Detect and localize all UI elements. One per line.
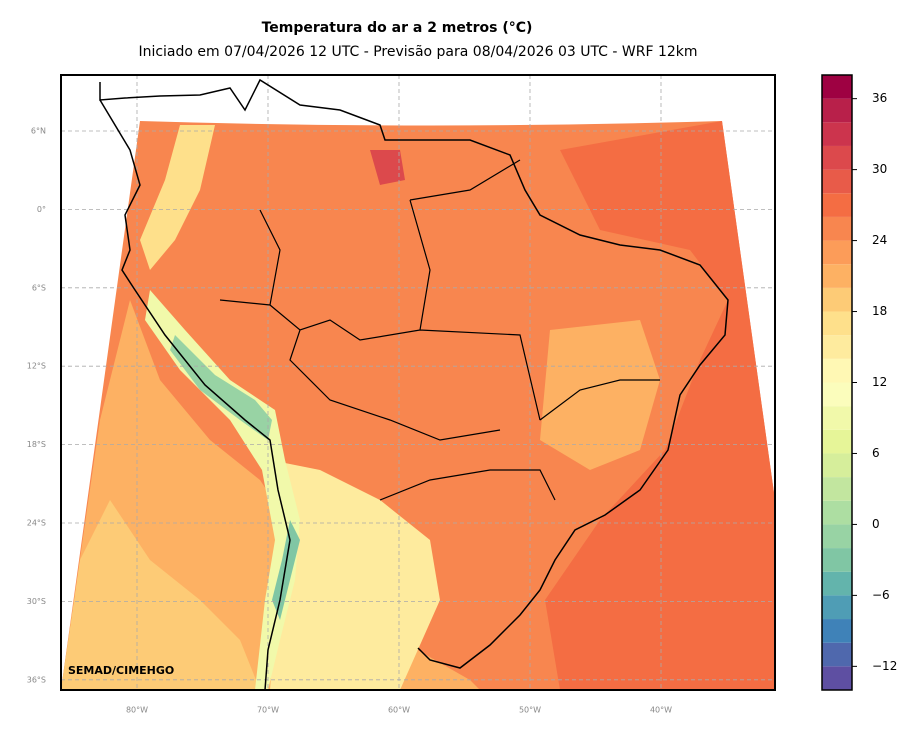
colorbar-band — [822, 619, 852, 643]
colorbar-band — [822, 122, 852, 146]
lat-label: 24°S — [27, 519, 46, 528]
colorbar-band — [822, 406, 852, 430]
coastline — [99, 78, 729, 691]
colorbar-band — [822, 666, 852, 690]
colorbar-band — [822, 264, 852, 288]
colorbar-band — [822, 335, 852, 359]
colorbar-band — [822, 453, 852, 478]
lat-label: 6°N — [31, 127, 46, 136]
colorbar — [822, 75, 852, 690]
colorbar-tick-label: 24 — [872, 233, 887, 247]
lat-label: 0° — [37, 205, 46, 214]
lon-label: 60°W — [388, 706, 410, 715]
lat-label: 6°S — [32, 283, 46, 292]
colorbar-tick-label: 6 — [872, 446, 880, 460]
colorbar-band — [822, 145, 852, 170]
colorbar-tick-label: −6 — [872, 588, 890, 602]
title: Temperatura do ar a 2 metros (°C) — [262, 20, 533, 36]
colorbar-band — [822, 216, 852, 241]
colorbar-band — [822, 193, 852, 217]
lon-label: 80°W — [126, 706, 148, 715]
colorbar-band — [822, 98, 852, 123]
colorbar-band — [822, 548, 852, 572]
graticule — [61, 75, 775, 690]
colorbar-band — [822, 311, 852, 336]
colorbar-band — [822, 382, 852, 407]
colorbar-tick-label: −12 — [872, 659, 897, 673]
lat-label: 30°S — [27, 597, 46, 606]
colorbar-band — [822, 75, 852, 99]
colorbar-band — [822, 169, 852, 194]
map-field — [61, 121, 775, 690]
colorbar-band — [822, 524, 852, 549]
colorbar-tick-label: 30 — [872, 162, 887, 176]
colorbar-band — [822, 642, 852, 667]
colorbar-band — [822, 595, 852, 620]
lon-label: 40°W — [650, 706, 672, 715]
lon-label: 50°W — [519, 706, 541, 715]
colorbar-tick-label: 12 — [872, 375, 887, 389]
subtitle: Iniciado em 07/04/2026 12 UTC - Previsão… — [138, 44, 697, 60]
colorbar-band — [822, 287, 852, 312]
colorbar-band — [822, 240, 852, 265]
borders — [219, 159, 660, 501]
colorbar-band — [822, 429, 852, 454]
colorbar-band — [822, 571, 852, 596]
lat-label: 12°S — [27, 362, 46, 371]
colorbar-band — [822, 358, 852, 383]
colorbar-band — [822, 477, 852, 501]
credit: SEMAD/CIMEHGO — [68, 664, 174, 677]
colorbar-tick-label: 0 — [872, 517, 880, 531]
lon-label: 70°W — [257, 706, 279, 715]
colorbar-band — [822, 500, 852, 525]
lat-label: 36°S — [27, 675, 46, 684]
lat-label: 18°S — [27, 440, 46, 449]
map-frame — [60, 74, 776, 691]
colorbar-tick-label: 36 — [872, 91, 887, 105]
colorbar-tick-label: 18 — [872, 304, 887, 318]
